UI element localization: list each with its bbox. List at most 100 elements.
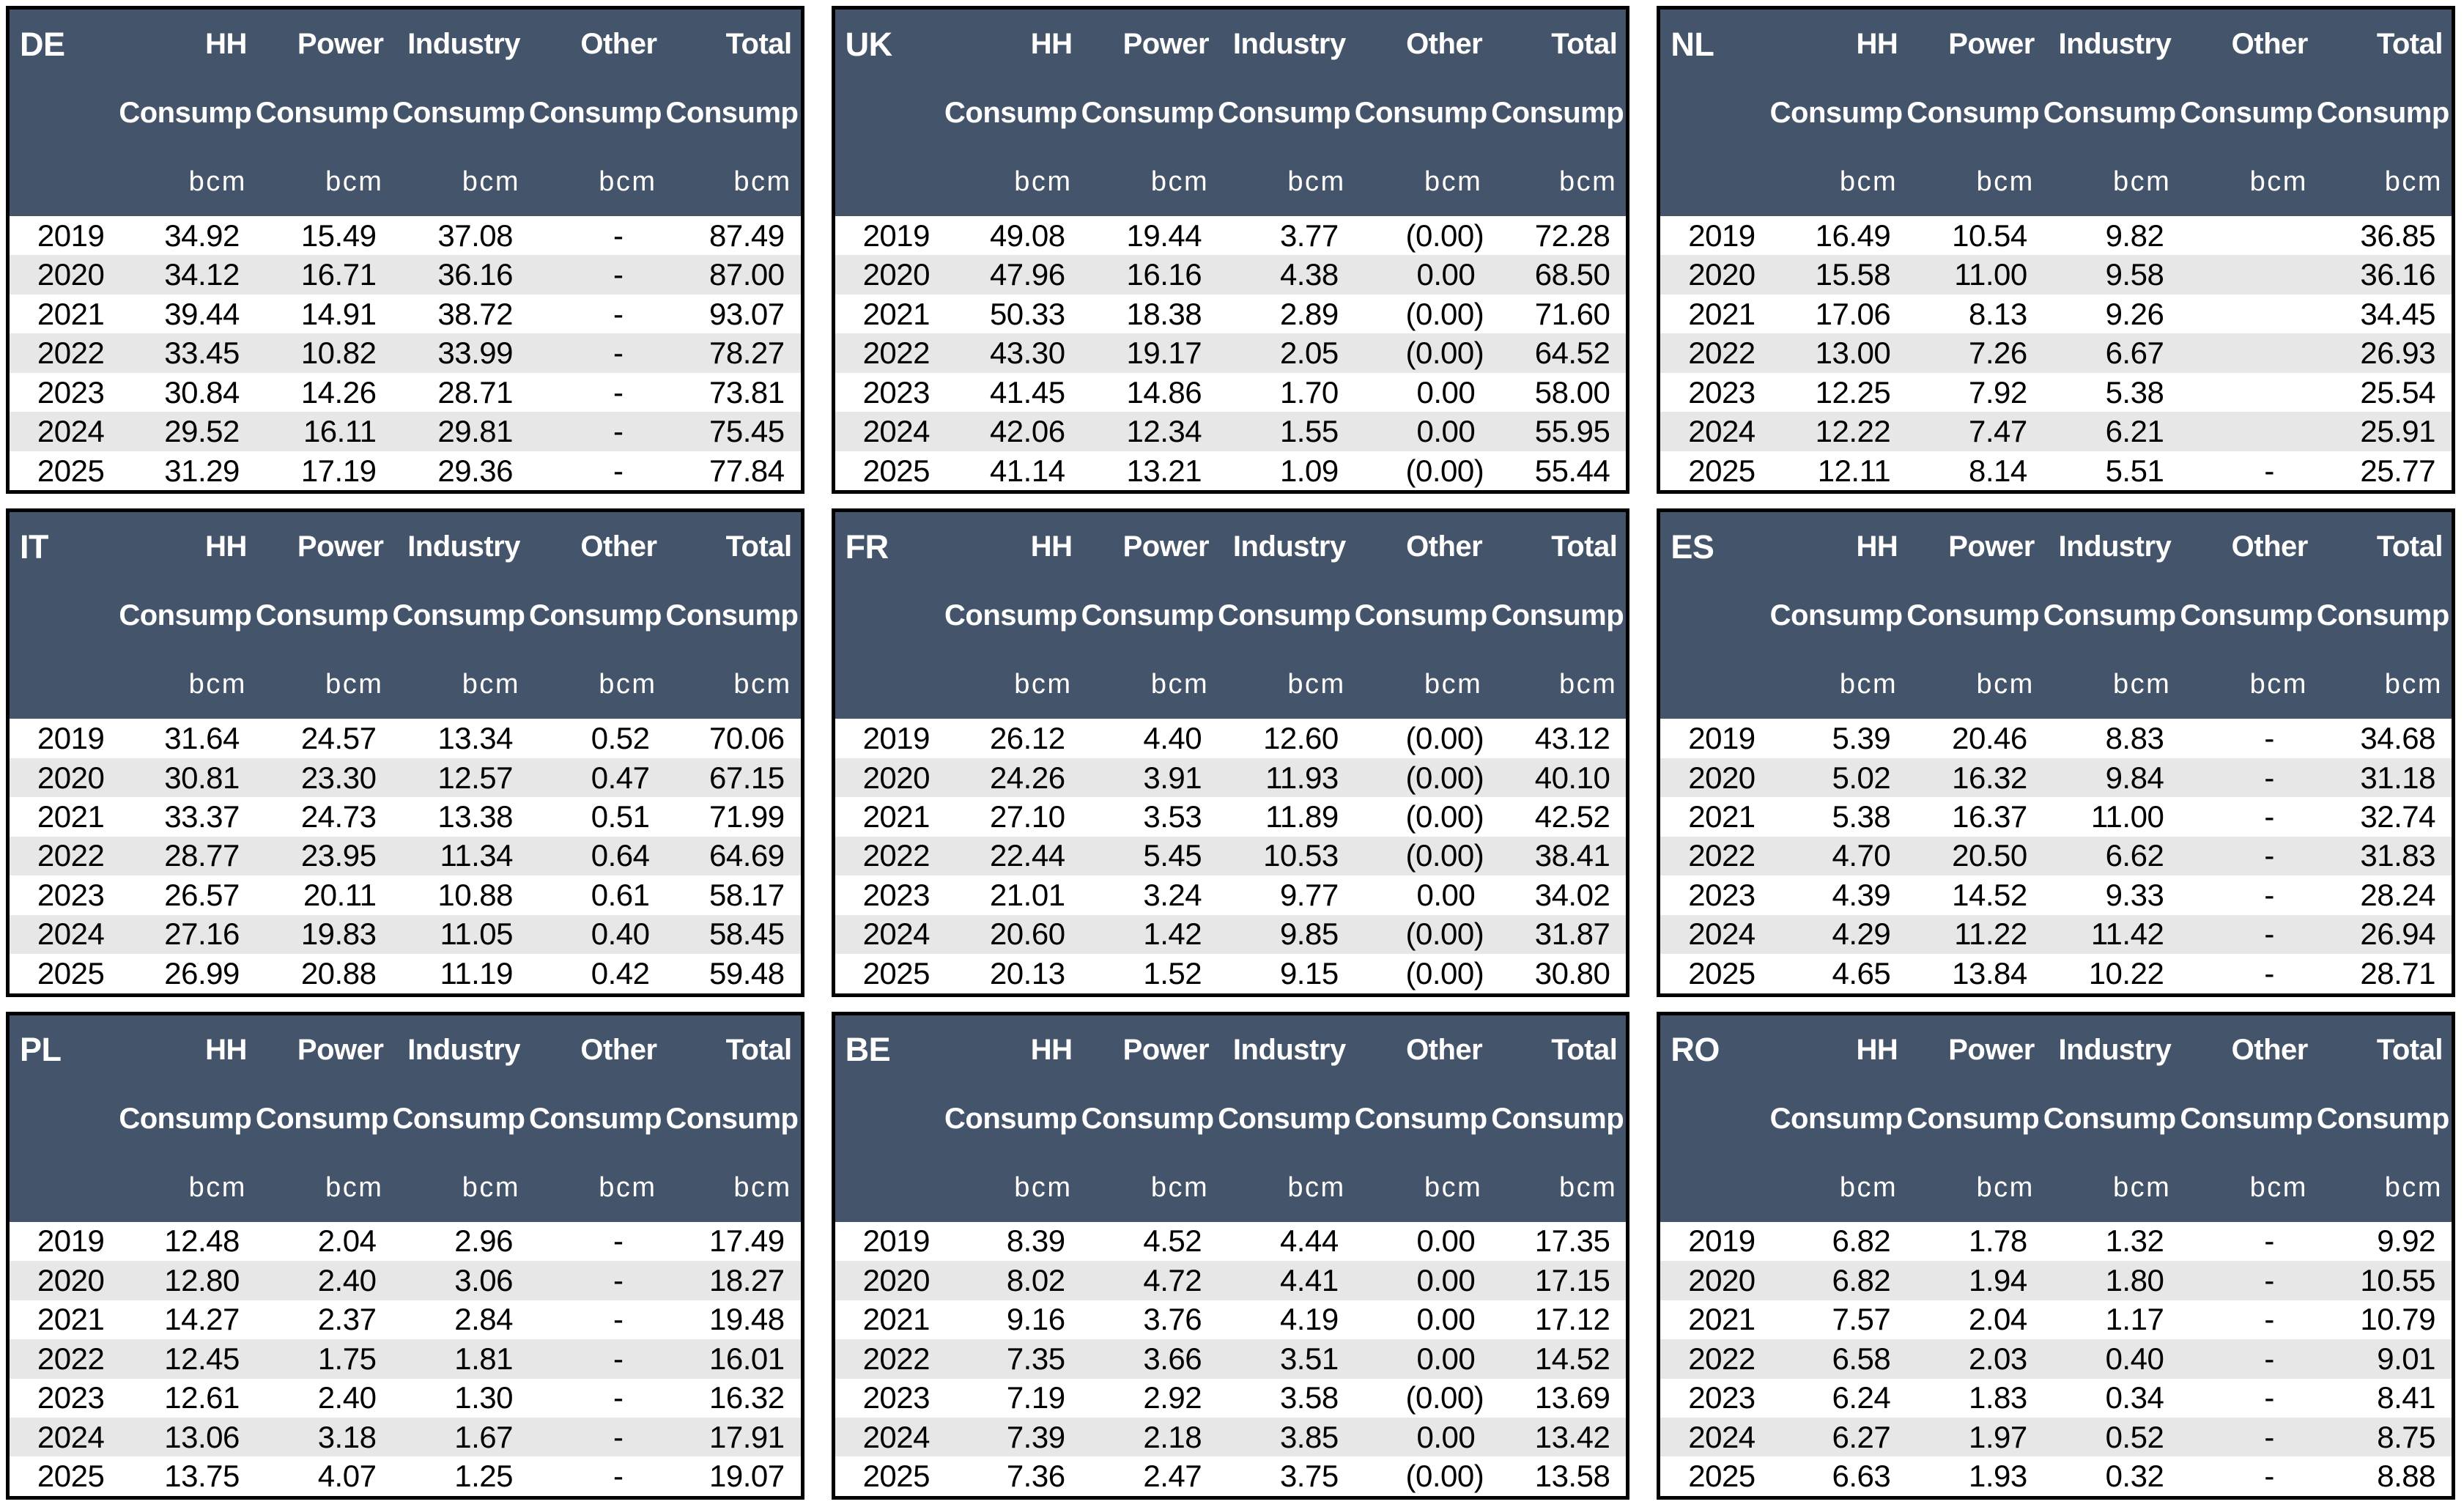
country-code: UK: [833, 7, 944, 78]
header-spacer: [1658, 650, 1770, 719]
value-cell: 11.05: [440, 917, 513, 952]
value-cell: 8.88: [2377, 1459, 2435, 1494]
table-body: 2019 12.48 2.04 2.96 - 17.49 2020 12.80 2.40 3.06…: [7, 1222, 803, 1498]
value-cell: 12.48: [164, 1223, 240, 1259]
header-row-units: bcm bcm bcm bcm bcm: [833, 650, 1628, 719]
value-cell: -: [2264, 1262, 2274, 1297]
value-cell: 14.86: [1126, 374, 1202, 410]
header-row-consump: Consump Consump Consump Consump Consump: [7, 1084, 803, 1153]
value-cell: 17.19: [300, 453, 377, 488]
header-row-titles: RO HH Power Industry Other Total: [1658, 1013, 2454, 1084]
year-cell: 2022: [37, 838, 105, 873]
year-cell: 2019: [37, 721, 105, 756]
column-header-total: Total: [1491, 510, 1628, 582]
value-cell: 34.02: [1534, 877, 1610, 912]
value-cell: 0.34: [2105, 1380, 2164, 1415]
value-cell: 3.85: [1279, 1419, 1339, 1454]
value-cell: 11.89: [1265, 799, 1339, 834]
header-spacer: [7, 581, 119, 651]
value-cell: 7.47: [1969, 414, 2027, 449]
column-unit: bcm: [528, 147, 666, 216]
table-row: 2024 12.22 7.47 6.21 25.91: [1658, 412, 2454, 451]
year-cell: 2020: [37, 760, 105, 795]
value-cell: -: [2264, 1223, 2274, 1259]
column-header-hh: HH: [944, 7, 1081, 78]
value-cell: 2.92: [1143, 1380, 1202, 1415]
value-cell: 23.95: [300, 838, 377, 873]
value-cell: 6.62: [2105, 838, 2164, 873]
value-cell: 12.57: [437, 760, 513, 795]
value-cell: 14.52: [1534, 1341, 1610, 1376]
value-cell: 0.00: [1416, 1223, 1476, 1259]
value-cell: 0.42: [591, 955, 650, 991]
value-cell: 14.52: [1952, 877, 2027, 912]
value-cell: -: [613, 296, 624, 331]
value-cell: 0.52: [591, 721, 650, 756]
column-unit: bcm: [255, 1152, 393, 1222]
header-spacer: [7, 1152, 119, 1222]
value-cell: 8.83: [2105, 721, 2164, 756]
header-spacer: [833, 147, 944, 216]
value-cell: 7.19: [1006, 1380, 1065, 1415]
value-cell: 0.00: [1416, 374, 1476, 410]
value-cell: 10.88: [437, 877, 513, 912]
value-cell: (0.00): [1405, 721, 1484, 756]
column-header-hh: HH: [1769, 510, 1907, 582]
value-cell: 0.00: [1416, 1262, 1476, 1297]
header-row-units: bcm bcm bcm bcm bcm: [7, 147, 803, 216]
value-cell: 19.48: [709, 1302, 785, 1337]
value-cell: 12.11: [1817, 453, 1891, 488]
value-cell: 15.58: [1815, 257, 1891, 292]
value-cell: 41.45: [989, 374, 1065, 410]
value-cell: 2.18: [1143, 1419, 1202, 1454]
value-cell: 36.85: [2360, 218, 2435, 253]
column-subheader: Consump: [2316, 1084, 2454, 1153]
value-cell: 16.32: [1952, 760, 2027, 795]
value-cell: -: [613, 1262, 624, 1297]
column-subheader: Consump: [2180, 1084, 2317, 1153]
value-cell: 11.34: [440, 838, 513, 873]
table-row: 2022 13.00 7.26 6.67 26.93: [1658, 333, 2454, 373]
year-cell: 2023: [1688, 374, 1755, 410]
column-header-total: Total: [665, 1013, 803, 1084]
column-header-other: Other: [2180, 7, 2317, 78]
value-cell: 4.40: [1143, 721, 1202, 756]
column-unit: bcm: [944, 1152, 1081, 1222]
column-header-other: Other: [1354, 1013, 1492, 1084]
column-header-power: Power: [1906, 7, 2043, 78]
table-row: 2021 14.27 2.37 2.84 - 19.48: [8, 1300, 803, 1339]
year-cell: 2025: [1688, 1459, 1755, 1494]
value-cell: 87.49: [709, 218, 785, 253]
header-row-units: bcm bcm bcm bcm bcm: [1658, 147, 2454, 216]
header-row-titles: ES HH Power Industry Other Total: [1658, 510, 2454, 582]
table-body: 2019 49.08 19.44 3.77 (0.00) 72.28 2020 47.96 16…: [833, 216, 1628, 492]
column-header-power: Power: [1906, 1013, 2043, 1084]
value-cell: 11.42: [2090, 917, 2164, 952]
value-cell: (0.00): [1405, 336, 1484, 371]
table-row: 2022 12.45 1.75 1.81 - 16.01: [7, 1339, 803, 1379]
value-cell: 12.80: [164, 1262, 240, 1297]
table-row: 2025 26.99 20.88 11.19 0.42 59.48: [8, 954, 803, 995]
column-unit: bcm: [1906, 147, 2043, 216]
column-unit: bcm: [1769, 650, 1907, 719]
table-row: 2019 8.39 4.52 4.44 0.00 17.35: [833, 1222, 1628, 1261]
value-cell: -: [613, 1419, 624, 1454]
value-cell: 6.82: [1832, 1262, 1891, 1297]
value-cell: 38.41: [1534, 838, 1610, 873]
value-cell: 11.00: [2090, 799, 2164, 834]
table-row: 2023 30.84 14.26 28.71 - 73.81: [8, 373, 803, 412]
header-spacer: [1658, 1084, 1770, 1153]
column-unit: bcm: [119, 147, 256, 216]
column-header-power: Power: [1906, 510, 2043, 582]
value-cell: 0.40: [2105, 1341, 2164, 1376]
value-cell: 1.55: [1279, 414, 1339, 449]
value-cell: -: [2264, 838, 2274, 873]
header-row-consump: Consump Consump Consump Consump Consump: [833, 581, 1628, 651]
value-cell: 71.60: [1534, 296, 1610, 331]
table-row: 2025 4.65 13.84 10.22 - 28.71: [1659, 954, 2454, 995]
column-subheader: Consump: [392, 581, 529, 651]
year-cell: 2024: [862, 1419, 931, 1454]
country-table: PL HH Power Industry Other Total Consump…: [6, 1011, 804, 1500]
column-header-power: Power: [255, 7, 393, 78]
table-row: 2025 6.63 1.93 0.32 - 8.88: [1659, 1456, 2454, 1497]
